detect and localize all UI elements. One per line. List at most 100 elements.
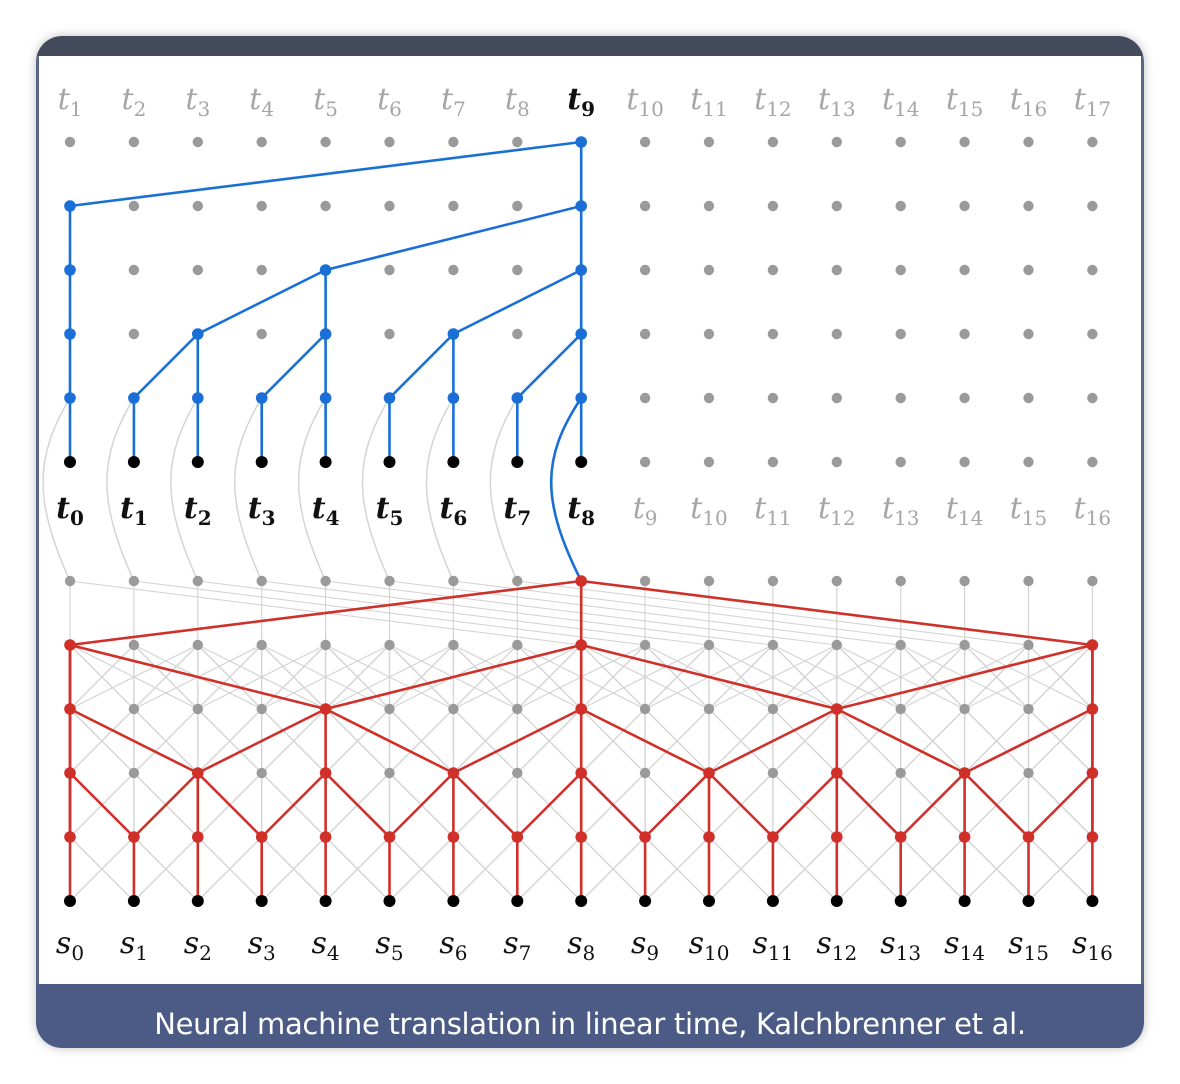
encoder-node bbox=[64, 767, 76, 779]
decoder-node bbox=[895, 136, 906, 148]
faint-arc bbox=[106, 397, 135, 582]
encoder-node bbox=[64, 639, 76, 651]
encoder-source-node bbox=[894, 895, 907, 907]
decoder-node bbox=[639, 328, 651, 340]
faint-edge bbox=[963, 708, 1030, 774]
encoder-source-label-base: s bbox=[120, 926, 135, 961]
encoder-source-label: s2 bbox=[184, 926, 212, 965]
decoder-node bbox=[256, 264, 267, 276]
decoder-node bbox=[512, 264, 523, 276]
encoder-source-label-subscript: 16 bbox=[1087, 941, 1112, 965]
decoder-node bbox=[639, 392, 651, 404]
decoder-node bbox=[575, 136, 587, 148]
encoder-node bbox=[575, 703, 587, 715]
encoder-source-node bbox=[1022, 895, 1035, 907]
decoder-node bbox=[447, 328, 460, 340]
encoder-node bbox=[958, 767, 971, 779]
encoder-node bbox=[639, 639, 651, 651]
encoder-node bbox=[192, 703, 203, 715]
decoder-input-label: t5 bbox=[376, 491, 404, 530]
faint-arc bbox=[297, 397, 327, 582]
encoder-node bbox=[767, 575, 779, 587]
encoder-edge bbox=[643, 771, 711, 839]
encoder-edge bbox=[324, 707, 455, 775]
encoder-node bbox=[703, 767, 715, 779]
encoder-node bbox=[384, 639, 395, 651]
faint-edge bbox=[772, 644, 838, 710]
decoder-node bbox=[1087, 264, 1098, 276]
encoder-node bbox=[64, 831, 76, 843]
decoder-output-label-subscript: 7 bbox=[453, 97, 466, 121]
encoder-source-node bbox=[319, 895, 332, 907]
encoder-node bbox=[895, 767, 906, 779]
encoder-node bbox=[64, 703, 76, 715]
decoder-output-label: t13 bbox=[818, 82, 856, 121]
encoder-source-node bbox=[255, 895, 268, 907]
encoder-node bbox=[703, 831, 715, 843]
encoder-source-label-base: s bbox=[880, 926, 895, 961]
decoder-input-label: t16 bbox=[1074, 491, 1112, 530]
decoder-node bbox=[1023, 264, 1034, 276]
faint-edge bbox=[261, 580, 774, 646]
encoder-node bbox=[256, 639, 267, 651]
faint-edge bbox=[900, 836, 966, 902]
encoder-node bbox=[703, 703, 715, 715]
decoder-output-label: t12 bbox=[754, 82, 792, 121]
decoder-node bbox=[128, 328, 140, 340]
encoder-node bbox=[384, 767, 395, 779]
encoder-edge bbox=[196, 707, 327, 775]
encoder-node bbox=[703, 575, 715, 587]
decoder-node bbox=[1023, 392, 1034, 404]
encoder-node bbox=[319, 767, 332, 779]
decoder-node bbox=[575, 200, 587, 212]
encoder-source-label: s0 bbox=[56, 926, 84, 965]
decoder-output-label: t15 bbox=[946, 82, 984, 121]
decoder-node bbox=[256, 200, 267, 212]
encoder-source-label: s8 bbox=[567, 926, 595, 965]
decoder-input-label-subscript: 0 bbox=[70, 506, 84, 530]
faint-edge bbox=[644, 836, 710, 902]
faint-edge bbox=[644, 708, 710, 774]
faint-edge bbox=[197, 644, 327, 710]
encoder-source-label-subscript: 6 bbox=[455, 941, 468, 965]
decoder-input-label-subscript: 15 bbox=[1022, 506, 1047, 530]
encoder-node bbox=[831, 703, 843, 715]
encoder-node bbox=[448, 575, 459, 587]
decoder-node bbox=[703, 456, 715, 468]
decoder-node bbox=[767, 456, 779, 468]
decoder-output-label-base: t bbox=[122, 82, 135, 117]
decoder-input-label: t3 bbox=[248, 491, 276, 530]
decoder-input-label: t11 bbox=[754, 491, 792, 530]
decoder-input-label: t7 bbox=[503, 491, 531, 530]
encoder-source-label-base: s bbox=[312, 926, 327, 961]
decoder-output-label: t14 bbox=[882, 82, 920, 121]
decoder-output-label-base: t bbox=[58, 82, 71, 117]
encoder-node bbox=[512, 575, 523, 587]
decoder-node bbox=[831, 264, 842, 276]
encoder-edge bbox=[196, 771, 263, 839]
faint-edge bbox=[836, 708, 902, 774]
faint-edge bbox=[580, 708, 646, 774]
encoder-source-label-subscript: 4 bbox=[327, 941, 340, 965]
faint-edge bbox=[900, 708, 966, 774]
decoder-edge bbox=[452, 268, 583, 336]
decoder-input-node bbox=[127, 456, 140, 468]
encoder-node bbox=[831, 831, 843, 843]
decoder-input-label-base: t bbox=[754, 491, 767, 526]
caption-text: Neural machine translation in linear tim… bbox=[154, 1007, 1026, 1041]
decoder-node bbox=[895, 328, 906, 340]
decoder-node bbox=[575, 328, 587, 340]
encoder-node bbox=[1023, 767, 1034, 779]
faint-edge bbox=[325, 644, 454, 710]
faint-edge bbox=[580, 644, 710, 710]
encoder-edge bbox=[68, 771, 136, 839]
decoder-input-node bbox=[447, 456, 460, 468]
decoder-output-label-subscript: 16 bbox=[1022, 97, 1047, 121]
encoder-node bbox=[895, 703, 906, 715]
encoder-source-label-base: s bbox=[375, 926, 390, 961]
faint-edge bbox=[580, 644, 646, 710]
decoder-node bbox=[192, 328, 204, 340]
encoder-node bbox=[959, 575, 970, 587]
decoder-input-label-subscript: 11 bbox=[766, 506, 791, 530]
encoder-source-label: s13 bbox=[880, 926, 921, 965]
